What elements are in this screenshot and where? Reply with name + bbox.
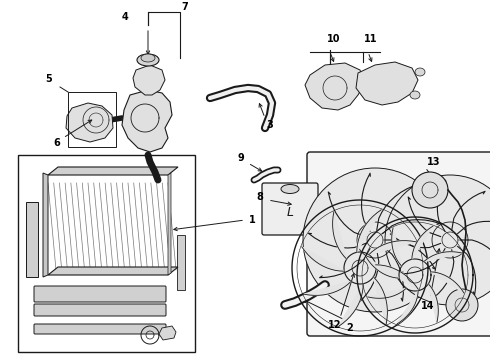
Circle shape [446, 289, 478, 321]
Polygon shape [339, 284, 363, 326]
Polygon shape [333, 212, 346, 259]
Text: 11: 11 [364, 34, 377, 44]
Polygon shape [168, 173, 171, 275]
Polygon shape [66, 103, 113, 142]
Polygon shape [357, 210, 381, 252]
Polygon shape [392, 228, 402, 266]
Polygon shape [373, 277, 388, 324]
Text: 7: 7 [181, 2, 188, 12]
Polygon shape [48, 267, 178, 275]
Bar [18, 155, 195, 352]
Text: 2: 2 [346, 323, 353, 333]
FancyBboxPatch shape [34, 304, 166, 316]
Circle shape [303, 168, 447, 312]
Text: 8: 8 [257, 192, 264, 202]
Text: 5: 5 [45, 74, 52, 84]
Polygon shape [376, 265, 418, 289]
Ellipse shape [281, 184, 299, 194]
Polygon shape [368, 288, 406, 298]
Ellipse shape [141, 54, 155, 62]
Text: 13: 13 [427, 157, 441, 167]
Polygon shape [48, 167, 178, 175]
Text: 14: 14 [421, 301, 435, 311]
Text: L: L [287, 207, 294, 220]
Polygon shape [302, 247, 344, 271]
Text: 1: 1 [248, 215, 255, 225]
FancyBboxPatch shape [34, 324, 166, 334]
Text: 10: 10 [327, 34, 341, 44]
Circle shape [385, 175, 490, 305]
Polygon shape [43, 173, 48, 277]
FancyBboxPatch shape [34, 286, 166, 302]
Text: 4: 4 [122, 12, 128, 22]
FancyBboxPatch shape [307, 152, 490, 336]
Polygon shape [122, 90, 172, 152]
Ellipse shape [137, 54, 159, 66]
Bar [26, 202, 38, 277]
Polygon shape [431, 272, 464, 293]
Polygon shape [133, 65, 165, 95]
Polygon shape [305, 63, 365, 110]
Polygon shape [424, 252, 462, 262]
Ellipse shape [415, 68, 425, 76]
Polygon shape [397, 291, 418, 324]
Circle shape [412, 172, 448, 208]
Bar [68, 92, 116, 147]
Polygon shape [428, 284, 439, 322]
Polygon shape [356, 62, 418, 105]
Ellipse shape [410, 91, 420, 99]
Bar [177, 235, 185, 290]
Text: 9: 9 [238, 153, 245, 163]
Polygon shape [159, 326, 176, 340]
Polygon shape [304, 281, 351, 295]
Text: 6: 6 [53, 138, 60, 148]
Polygon shape [366, 257, 399, 278]
FancyBboxPatch shape [262, 183, 318, 235]
Text: 3: 3 [267, 120, 273, 130]
Text: 12: 12 [328, 320, 342, 330]
Polygon shape [369, 240, 416, 255]
Polygon shape [412, 226, 433, 259]
